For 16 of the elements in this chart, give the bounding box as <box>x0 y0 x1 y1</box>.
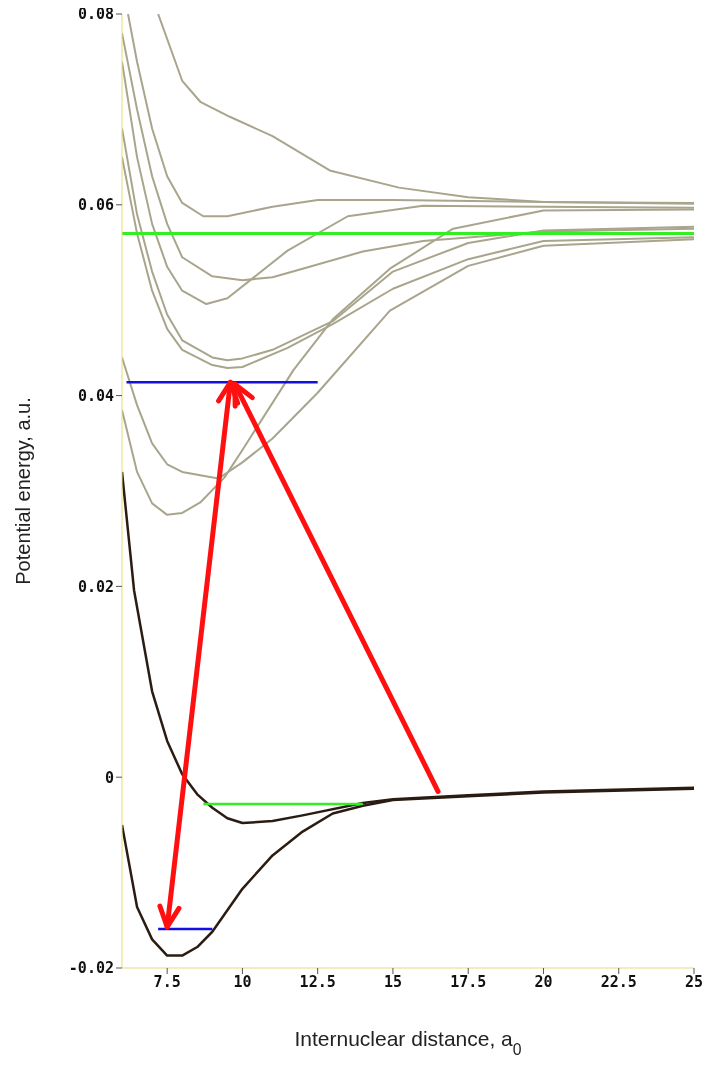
y-tick-label: 0 <box>104 768 114 787</box>
x-tick-label: 22.5 <box>600 972 637 991</box>
x-tick-label: 25 <box>684 972 704 991</box>
y-tick-label: 0.02 <box>77 577 114 596</box>
x-tick-label: 7.5 <box>153 972 181 991</box>
x-tick-label: 10 <box>233 972 252 991</box>
y-tick-label: 0.04 <box>77 386 114 405</box>
x-tick-label: 17.5 <box>450 972 487 991</box>
y-tick-label: 0.08 <box>77 5 114 24</box>
x-tick-label: 15 <box>383 972 402 991</box>
x-axis-title: Internuclear distance, a$_{0}$ <box>294 1027 522 1058</box>
x-tick-label: 12.5 <box>299 972 336 991</box>
y-tick-label: -0.02 <box>68 959 114 978</box>
x-tick-label: 20 <box>534 972 553 991</box>
y-axis-title: Potential energy, a.u. <box>12 397 34 585</box>
y-tick-label: 0.06 <box>77 196 114 215</box>
